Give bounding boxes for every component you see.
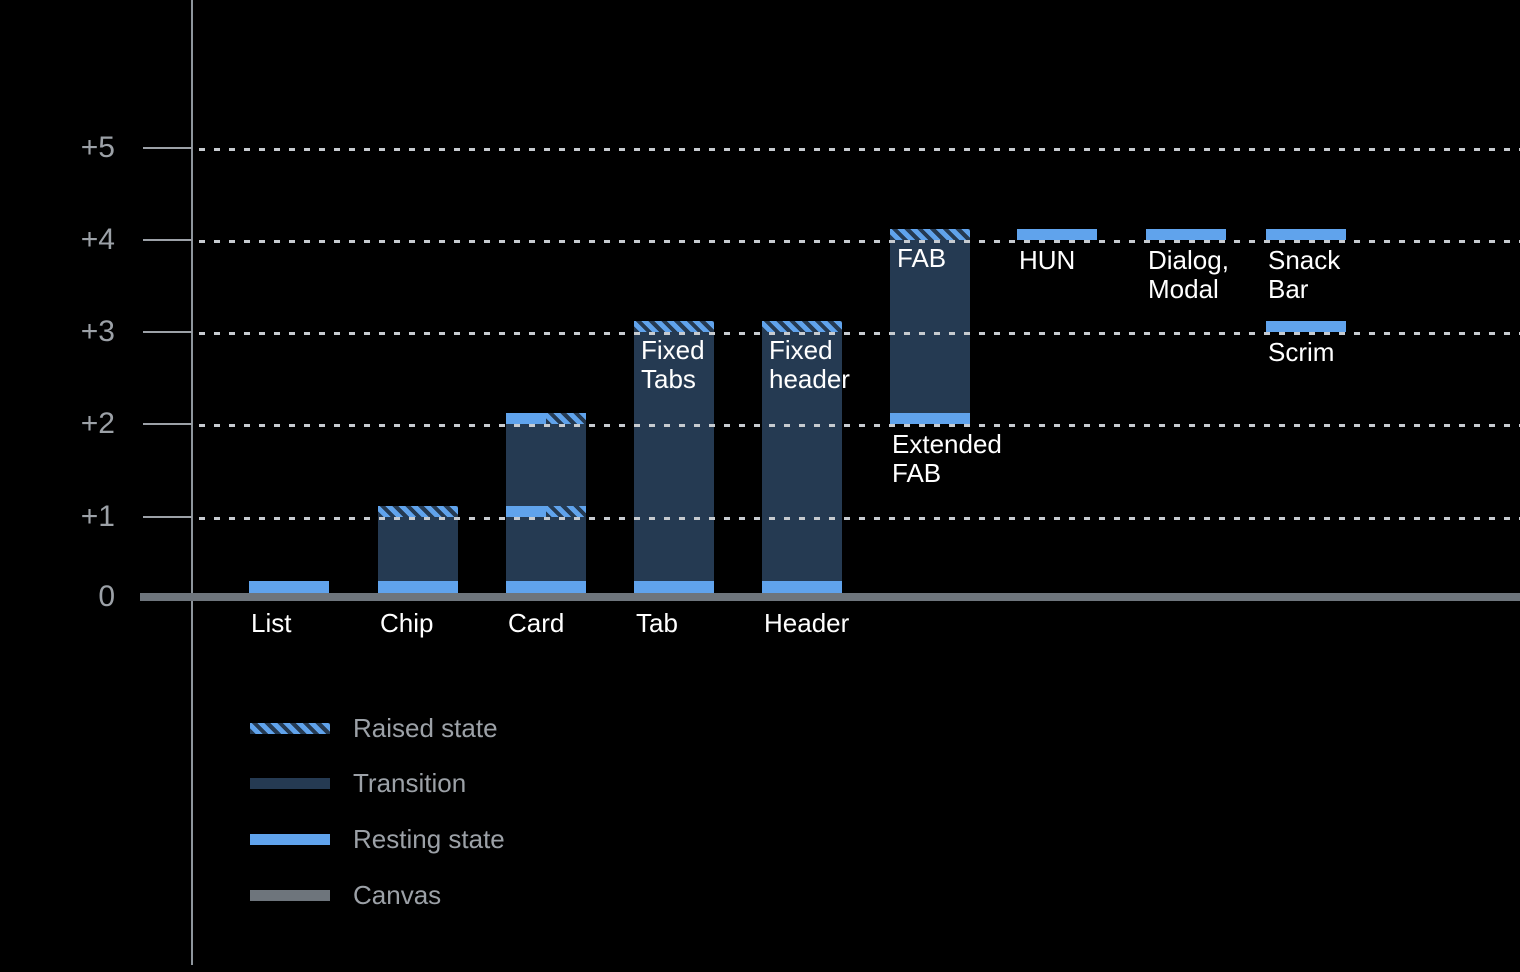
- bar-segment-transition: [506, 424, 586, 506]
- bar-label-tab: Tab: [636, 608, 678, 638]
- y-tick-mark: [143, 331, 192, 333]
- y-axis-line: [191, 0, 193, 965]
- bar-segment-resting: [1266, 321, 1346, 332]
- y-tick-mark: [143, 516, 192, 518]
- bar-segment-raised: [890, 229, 970, 240]
- bar-label-card: Card: [508, 608, 565, 638]
- bar-inner-label-fab: FAB: [897, 243, 947, 273]
- y-tick-mark: [143, 147, 192, 149]
- legend-label-raised: Raised state: [353, 712, 498, 743]
- y-tick-mark: [143, 239, 192, 241]
- bar-segment-transition: [634, 332, 714, 581]
- y-tick-label: +2: [80, 407, 115, 440]
- bar-segment-resting-base: [762, 581, 842, 593]
- legend-swatch-transition: [250, 777, 330, 789]
- legend-label-canvas: Canvas: [353, 879, 442, 910]
- bar-segment-resting-base: [249, 581, 329, 593]
- bar-segment-resting: [890, 413, 970, 424]
- canvas-baseline: [140, 593, 1520, 601]
- legend-label-resting: Resting state: [353, 823, 505, 854]
- bar-label-list: List: [251, 608, 292, 638]
- y-tick-label: +3: [80, 315, 115, 348]
- bar-label-hun: HUN: [1019, 245, 1076, 275]
- bar-label-header: Header: [764, 608, 850, 638]
- gridline-level-3: [199, 332, 1520, 335]
- legend-row-canvas: Canvas: [250, 880, 441, 910]
- gridline-level-5: [199, 148, 1520, 151]
- bar-segment-resting-base: [378, 581, 458, 593]
- bar-segment-transition: [378, 517, 458, 581]
- band-raised-half: [546, 506, 586, 517]
- legend-row-raised: Raised state: [250, 713, 498, 743]
- bar-segment-transition: [506, 517, 586, 581]
- y-tick-label: +4: [80, 223, 115, 256]
- legend-row-transition: Transition: [250, 768, 466, 798]
- bar-segment-resting: [1017, 229, 1097, 240]
- bar-segment-resting: [1146, 229, 1226, 240]
- bar-label-dialog: Dialog, Modal: [1148, 245, 1229, 304]
- band-raised-half: [546, 413, 586, 424]
- legend-label-transition: Transition: [353, 767, 467, 798]
- bar-label-chip: Chip: [380, 608, 434, 638]
- y-tick-mark: [143, 423, 192, 425]
- bar-inner-label-tab: Fixed Tabs: [641, 335, 705, 394]
- bar-segment-split: [506, 413, 586, 424]
- legend-swatch-canvas: [250, 889, 330, 901]
- bar-segment-raised: [762, 321, 842, 332]
- y-tick-label: +1: [80, 500, 115, 533]
- bar-segment-transition: [762, 332, 842, 581]
- band-resting-half: [506, 506, 546, 517]
- bar-inner-label-header: Fixed header: [769, 335, 850, 394]
- gridline-level-4: [199, 240, 1520, 243]
- legend-swatch-resting: [250, 833, 330, 845]
- bar-segment-raised: [378, 506, 458, 517]
- bar-label-fab: Extended FAB: [892, 429, 1002, 488]
- band-resting-half: [506, 413, 546, 424]
- legend-row-resting: Resting state: [250, 824, 505, 854]
- y-tick-label: +5: [80, 131, 115, 164]
- gridline-level-1: [199, 517, 1520, 520]
- bar-segment-resting-base: [506, 581, 586, 593]
- bar-segment-raised: [634, 321, 714, 332]
- bar-segment-resting-base: [634, 581, 714, 593]
- bar-segment-split: [506, 506, 586, 517]
- y-tick-label: 0: [98, 580, 115, 613]
- legend-swatch-raised: [250, 722, 330, 734]
- gridline-level-2: [199, 424, 1520, 427]
- bar-segment-transition: [890, 240, 970, 413]
- bar-label-scrim: Scrim: [1268, 337, 1335, 367]
- bar-segment-resting: [1266, 229, 1346, 240]
- bar-label-snackbar: Snack Bar: [1268, 245, 1341, 304]
